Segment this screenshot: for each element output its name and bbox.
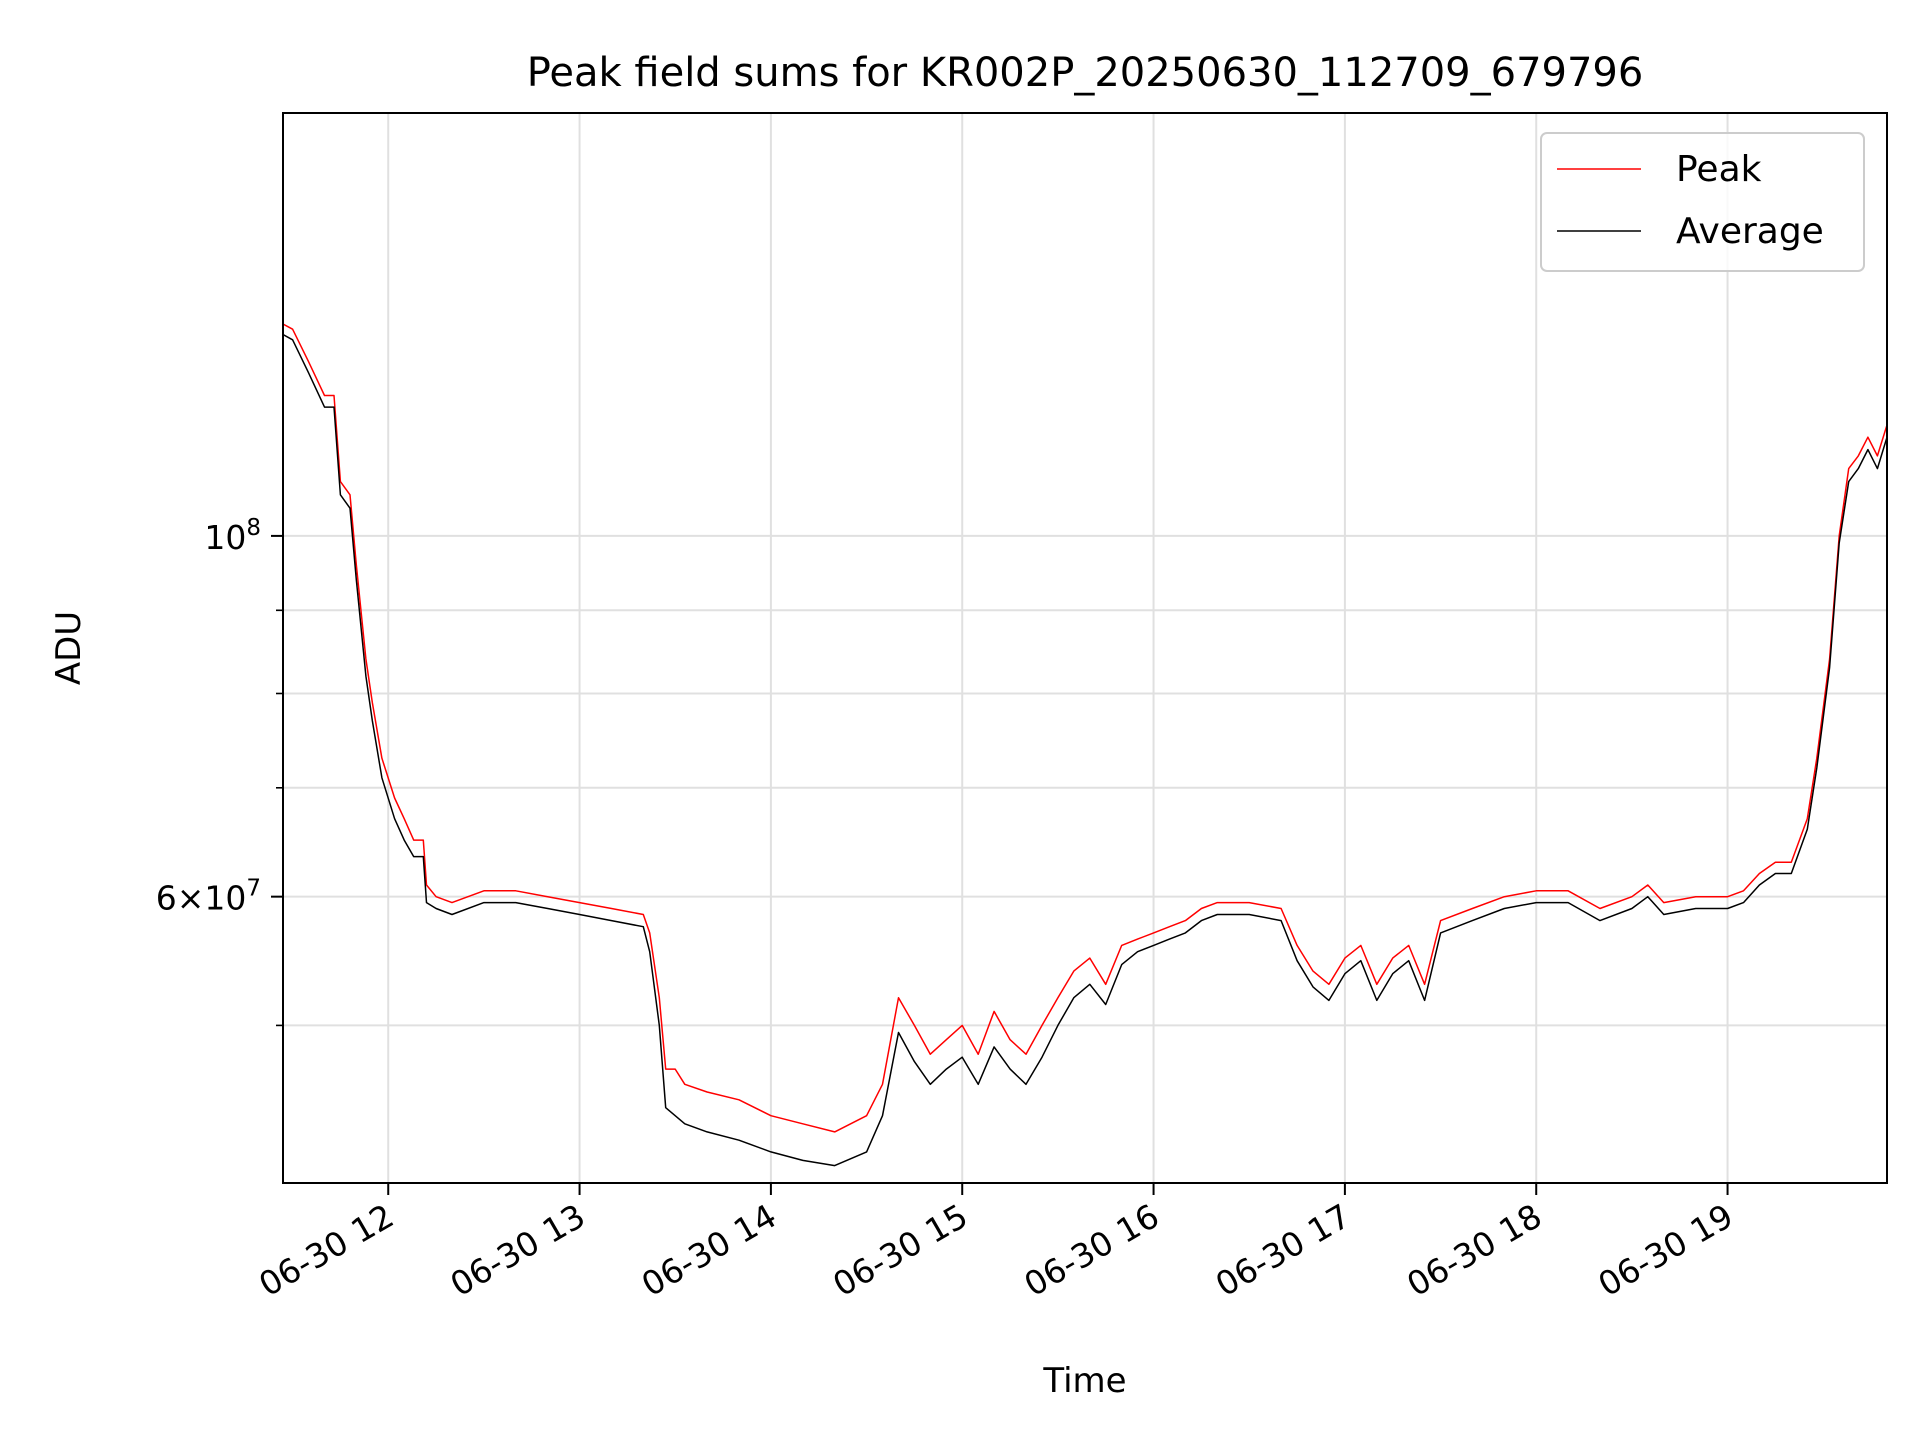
series-line-average	[283, 333, 1887, 1167]
legend-box	[1540, 132, 1865, 272]
legend: Peak Average	[1540, 132, 1865, 272]
chart-title: Peak field sums for KR002P_20250630_1127…	[527, 50, 1644, 96]
legend-label-peak: Peak	[1676, 149, 1762, 190]
y-tick-label: 6×107	[156, 876, 261, 918]
x-axis-label: Time	[1042, 1361, 1126, 1401]
series-lines	[283, 323, 1887, 1167]
series-line-peak	[283, 323, 1887, 1133]
grid-lines	[283, 113, 1887, 1183]
y-axis-ticks: 108 6×107	[156, 515, 283, 1027]
legend-label-average: Average	[1676, 211, 1824, 252]
plot-frame	[282, 112, 1888, 1184]
y-axis-label: ADU	[49, 611, 89, 685]
y-tick-label: 108	[204, 515, 261, 557]
